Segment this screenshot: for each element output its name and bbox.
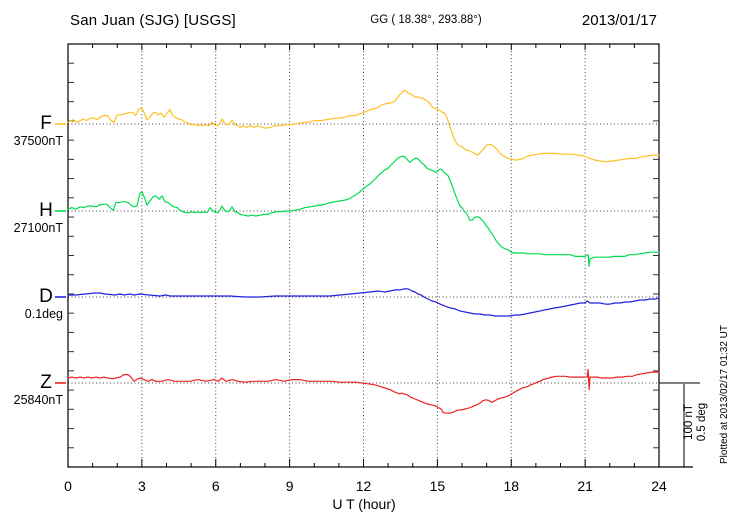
channel-label-F: F 37500nT [14,113,64,148]
channel-baseline-F: 37500nT [14,134,64,148]
date-label: 2013/01/17 [582,12,657,29]
hour-label-21: 21 [577,478,593,494]
trace-H [67,155,660,267]
channel-label-Z: Z 25840nT [14,372,64,407]
hour-label-12: 12 [356,478,372,494]
hour-label-3: 3 [138,478,146,494]
hour-label-18: 18 [503,478,519,494]
plot-body: 0 3 6 9 12 15 18 21 24 [55,43,700,494]
scalebar-nt-label: 100 nT [683,404,695,440]
plotted-at-note: Plotted at 2013/02/17 01:32 UT [719,325,730,464]
geographic-coordinates: GG ( 18.38°, 293.88°) [370,14,482,26]
channel-baseline-Z: 25840nT [14,393,64,407]
channel-baseline-D: 0.1deg [25,307,63,321]
scalebar-deg-label: 0.5 deg [696,403,708,441]
x-axis-title: U T (hour) [332,496,395,512]
channel-baseline-H: 27100nT [14,221,64,235]
trace-D [67,288,660,317]
hour-label-24: 24 [651,478,667,494]
channel-letter-H: H [39,200,53,221]
channel-letter-Z: Z [40,372,52,393]
hour-label-0: 0 [64,478,72,494]
hour-label-6: 6 [212,478,220,494]
trace-Z [67,369,660,414]
hour-label-9: 9 [286,478,294,494]
hour-label-15: 15 [430,478,446,494]
channel-letter-D: D [39,286,53,307]
channel-label-D: D 0.1deg [25,286,63,321]
observatory-title: San Juan (SJG) [USGS] [70,12,236,29]
trace-F [67,89,660,163]
channel-label-H: H 27100nT [14,200,64,235]
channel-letter-F: F [40,113,52,134]
